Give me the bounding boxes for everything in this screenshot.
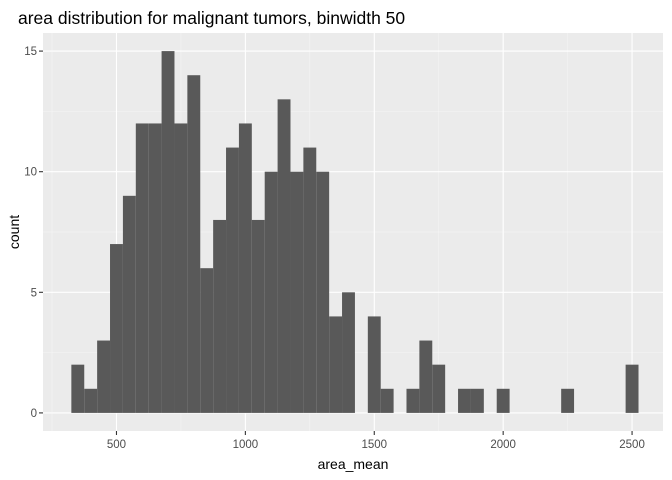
- histogram-bar: [419, 340, 433, 413]
- histogram-bar: [380, 388, 394, 413]
- y-tick-label: 15: [24, 46, 37, 58]
- histogram-bar: [367, 316, 381, 413]
- histogram-bar: [316, 171, 330, 413]
- x-tick-label: 1500: [361, 439, 387, 451]
- histogram-bar: [161, 51, 175, 413]
- y-tick-label: 10: [24, 167, 37, 179]
- x-tick-label: 1000: [233, 439, 259, 451]
- y-tick-label: 0: [31, 408, 37, 420]
- histogram-bar: [432, 364, 446, 413]
- histogram-bar: [329, 316, 343, 413]
- chart-title: area distribution for malignant tumors, …: [18, 8, 405, 28]
- histogram-bar: [84, 388, 98, 413]
- histogram-bar: [406, 388, 420, 413]
- histogram-bar: [342, 292, 355, 413]
- y-axis-title: count: [6, 215, 22, 249]
- histogram-bar: [470, 388, 484, 413]
- histogram-bar: [496, 388, 510, 413]
- x-axis-title: area_mean: [318, 456, 389, 472]
- histogram-bar: [226, 147, 239, 413]
- histogram-bar: [561, 388, 575, 413]
- histogram-bar: [238, 123, 252, 413]
- histogram-bar: [213, 219, 227, 413]
- histogram-bar: [97, 340, 111, 413]
- y-axis: 0 5 10 15: [24, 46, 43, 420]
- x-tick-label: 500: [107, 439, 126, 451]
- histogram-bar: [303, 147, 317, 413]
- histogram-bar: [251, 219, 265, 413]
- histogram-bar: [458, 388, 471, 413]
- histogram-bar: [135, 123, 149, 413]
- histogram-bars: [71, 51, 639, 413]
- histogram-bar: [625, 364, 639, 413]
- histogram-bar: [148, 123, 162, 413]
- x-tick-label: 2500: [619, 439, 645, 451]
- x-tick-label: 2000: [490, 439, 516, 451]
- histogram-bar: [110, 244, 123, 413]
- histogram-bar: [174, 123, 188, 413]
- histogram-bar: [264, 171, 278, 413]
- x-axis: 500 1000 1500 2000 2500: [107, 431, 645, 451]
- histogram-bar: [122, 195, 136, 413]
- histogram-bar: [187, 75, 201, 413]
- histogram-bar: [290, 171, 304, 413]
- histogram-bar: [200, 268, 214, 413]
- y-tick-label: 5: [31, 287, 37, 299]
- histogram-bar: [71, 364, 85, 413]
- histogram-bar: [277, 99, 291, 413]
